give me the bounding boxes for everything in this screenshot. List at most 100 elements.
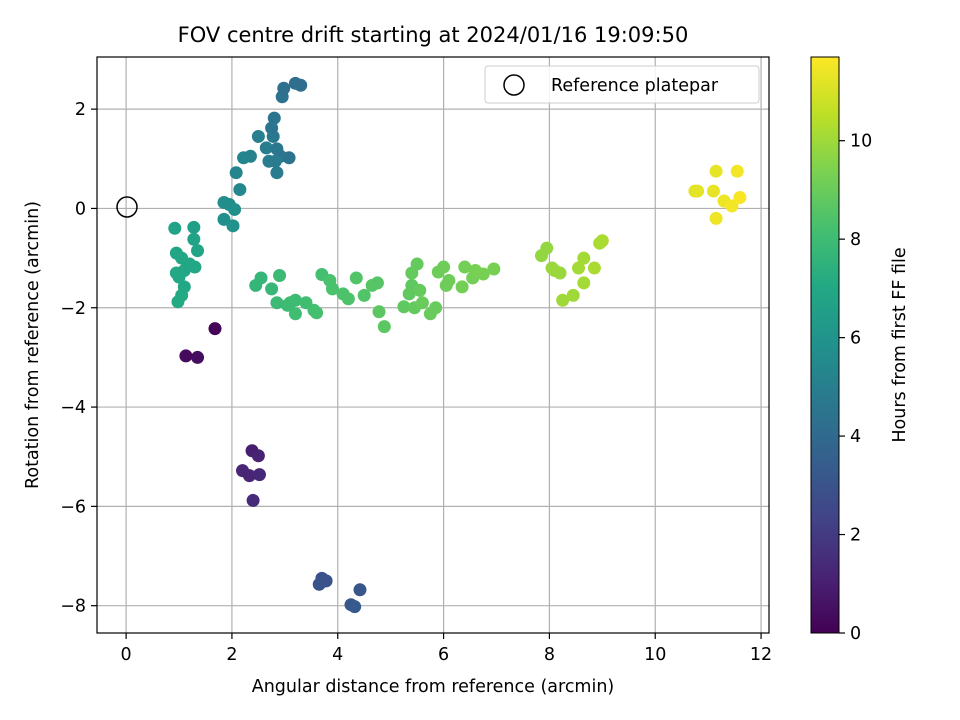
data-point	[277, 81, 291, 95]
data-point	[370, 276, 384, 290]
data-point	[476, 267, 490, 281]
x-tick-label: 6	[438, 645, 449, 665]
data-point	[254, 271, 268, 285]
colorbar-tick-label: 0	[850, 624, 861, 644]
data-point	[268, 154, 282, 168]
data-point	[208, 322, 222, 336]
data-point	[217, 212, 231, 226]
data-point	[325, 282, 339, 296]
data-point	[168, 221, 182, 235]
colorbar-tick-label: 4	[850, 427, 861, 447]
data-point	[310, 306, 324, 320]
data-point	[730, 164, 744, 178]
data-point	[294, 78, 308, 92]
colorbar-tick-label: 10	[850, 132, 872, 152]
colorbar-tick-label: 2	[850, 526, 861, 546]
y-tick-label: −4	[60, 398, 86, 418]
data-point	[229, 166, 243, 180]
data-point	[548, 264, 562, 278]
data-point	[587, 261, 601, 275]
data-point	[442, 273, 456, 287]
data-point	[187, 232, 201, 246]
data-point	[348, 600, 362, 614]
data-point	[282, 151, 296, 165]
y-axis-ticks: 2 0 −2 −4 −6 −8	[60, 100, 97, 617]
y-tick-label: −2	[60, 299, 86, 319]
data-point	[188, 260, 202, 274]
data-point	[288, 307, 302, 321]
data-point	[691, 184, 705, 198]
legend: Reference platepar	[484, 65, 760, 104]
data-point	[487, 262, 501, 276]
x-axis-ticks: 0 2 4 6 8 10 12	[121, 633, 772, 665]
colorbar-tick-label: 6	[850, 329, 861, 349]
data-point	[242, 469, 256, 483]
data-point	[233, 183, 247, 197]
data-point	[566, 288, 580, 302]
y-tick-label: −8	[60, 597, 86, 617]
colorbar-ticks: 0 2 4 6 8 10	[839, 132, 872, 644]
x-axis-label: Angular distance from reference (arcmin)	[252, 677, 615, 697]
data-point	[429, 301, 443, 315]
data-point	[226, 219, 240, 233]
data-point	[259, 141, 273, 155]
colorbar-tick-label: 8	[850, 230, 861, 250]
data-point	[349, 271, 363, 285]
legend-entry-reference-platepar: Reference platepar	[551, 76, 719, 96]
data-point	[251, 129, 265, 143]
data-point	[706, 184, 720, 198]
data-point	[243, 149, 257, 163]
y-tick-label: 0	[75, 199, 86, 219]
data-point	[228, 202, 242, 216]
data-point	[709, 211, 723, 225]
data-point	[437, 260, 451, 274]
data-point	[283, 296, 297, 310]
data-point	[246, 493, 260, 507]
data-point	[265, 121, 279, 135]
data-point	[252, 468, 266, 482]
data-point	[556, 293, 570, 307]
data-point	[357, 288, 371, 302]
y-tick-label: −6	[60, 497, 86, 517]
data-point	[179, 349, 193, 363]
legend-reference-marker-icon	[503, 74, 525, 96]
data-point	[377, 320, 391, 334]
colorbar	[810, 56, 840, 634]
data-point	[595, 234, 609, 248]
data-point	[458, 260, 472, 274]
y-axis-label: Rotation from reference (arcmin)	[23, 201, 43, 489]
y-tick-label: 2	[75, 100, 86, 120]
x-tick-label: 4	[332, 645, 343, 665]
data-point	[267, 111, 281, 125]
x-tick-label: 10	[644, 645, 666, 665]
data-point	[577, 276, 591, 290]
data-point	[540, 241, 554, 255]
legend-box	[484, 65, 760, 104]
data-point	[191, 350, 205, 364]
data-point	[251, 449, 265, 463]
data-point	[577, 251, 591, 265]
data-point	[733, 191, 747, 205]
chart-title: FOV centre drift starting at 2024/01/16 …	[178, 23, 689, 47]
data-point	[341, 292, 355, 306]
data-point	[415, 296, 429, 310]
data-point	[709, 164, 723, 178]
data-point	[572, 261, 586, 275]
data-point	[270, 296, 284, 310]
grid	[97, 57, 769, 633]
data-point	[725, 199, 739, 213]
data-point	[265, 282, 279, 296]
data-point	[413, 283, 427, 297]
x-tick-label: 0	[121, 645, 132, 665]
data-point	[172, 270, 186, 284]
data-points	[168, 76, 747, 614]
colorbar-label: Hours from first FF file	[890, 247, 910, 442]
data-point	[455, 280, 469, 294]
data-point	[372, 305, 386, 319]
data-point	[353, 583, 367, 597]
x-tick-label: 8	[544, 645, 555, 665]
data-point	[410, 257, 424, 271]
reference-platepar-marker	[116, 196, 138, 218]
data-point	[270, 166, 284, 180]
